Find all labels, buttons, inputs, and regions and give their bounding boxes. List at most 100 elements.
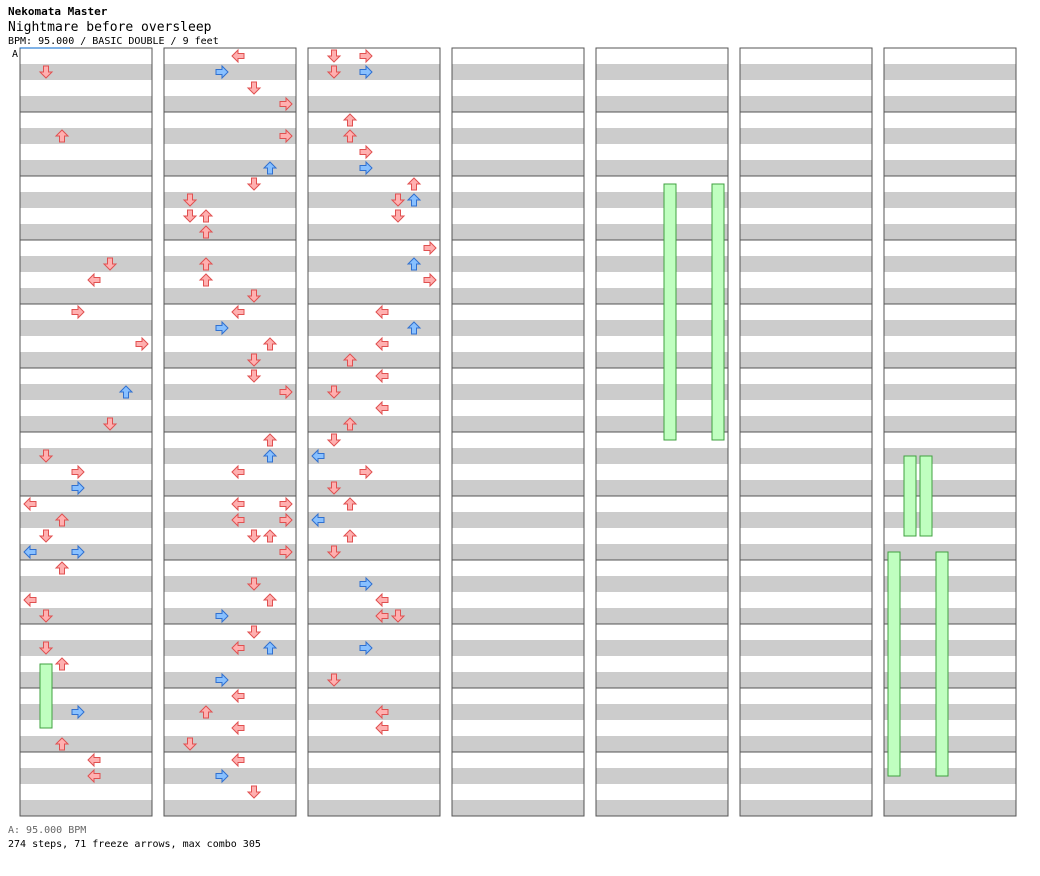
step-arrow-down	[326, 49, 342, 63]
step-arrow-down	[390, 193, 406, 207]
step-arrow-down	[326, 673, 342, 687]
beat-stripe	[308, 128, 440, 144]
beat-stripe	[452, 608, 584, 624]
beat-stripe	[884, 624, 1016, 640]
beat-stripe	[884, 48, 1016, 64]
step-arrow-left	[231, 48, 245, 64]
beat-stripe	[452, 432, 584, 448]
beat-stripe	[308, 544, 440, 560]
beat-stripe	[596, 800, 728, 816]
beat-stripe	[884, 656, 1016, 672]
step-arrow-down	[182, 209, 198, 223]
beat-stripe	[20, 288, 152, 304]
beat-stripe	[308, 720, 440, 736]
step-arrow-left	[375, 304, 389, 320]
step-arrow-up	[118, 385, 134, 399]
beat-stripe	[164, 576, 296, 592]
beat-stripe	[164, 336, 296, 352]
beat-stripe	[308, 464, 440, 480]
beat-stripe	[884, 432, 1016, 448]
beat-stripe	[20, 144, 152, 160]
step-arrow-right	[423, 272, 437, 288]
beat-stripe	[308, 448, 440, 464]
beat-stripe	[452, 240, 584, 256]
beat-stripe	[164, 672, 296, 688]
beat-stripe	[308, 704, 440, 720]
step-arrow-down	[182, 193, 198, 207]
beat-stripe	[308, 320, 440, 336]
step-arrow-up	[406, 321, 422, 335]
beat-stripe	[884, 480, 1016, 496]
beat-stripe	[596, 496, 728, 512]
beat-stripe	[740, 144, 872, 160]
beat-stripe	[20, 592, 152, 608]
step-arrow-down	[38, 449, 54, 463]
beat-stripe	[20, 352, 152, 368]
beat-stripe	[308, 96, 440, 112]
step-arrow-right	[359, 64, 373, 80]
beat-stripe	[164, 608, 296, 624]
beat-stripe	[884, 160, 1016, 176]
beat-stripe	[596, 784, 728, 800]
beat-stripe	[20, 384, 152, 400]
beat-stripe	[884, 736, 1016, 752]
step-arrow-right	[359, 144, 373, 160]
beat-stripe	[452, 592, 584, 608]
beat-stripe	[452, 48, 584, 64]
step-arrow-up	[198, 209, 214, 223]
column-border	[739, 47, 873, 817]
beat-stripe	[740, 640, 872, 656]
beat-stripe	[596, 192, 728, 208]
beat-stripe	[308, 800, 440, 816]
beat-stripe	[164, 704, 296, 720]
beat-stripe	[452, 704, 584, 720]
beat-stripe	[740, 320, 872, 336]
beat-stripe	[596, 272, 728, 288]
beat-stripe	[452, 336, 584, 352]
beat-stripe	[164, 176, 296, 192]
step-arrow-down	[326, 385, 342, 399]
beat-stripe	[740, 448, 872, 464]
beat-stripe	[20, 720, 152, 736]
step-arrow-right	[279, 128, 293, 144]
beat-stripe	[308, 592, 440, 608]
step-arrow-down	[246, 353, 262, 367]
beat-stripe	[740, 112, 872, 128]
beat-stripe	[20, 368, 152, 384]
beat-stripe	[452, 528, 584, 544]
beat-stripe	[20, 128, 152, 144]
beat-stripe	[308, 736, 440, 752]
beat-stripe	[452, 800, 584, 816]
step-arrow-left	[375, 368, 389, 384]
step-arrow-up	[54, 129, 70, 143]
beat-stripe	[164, 688, 296, 704]
beat-stripe	[884, 768, 1016, 784]
beat-stripe	[308, 528, 440, 544]
step-arrow-up	[262, 593, 278, 607]
beat-stripe	[308, 192, 440, 208]
freeze-arrow	[935, 551, 949, 777]
beat-stripe	[164, 736, 296, 752]
beat-stripe	[884, 496, 1016, 512]
beat-stripe	[596, 128, 728, 144]
beat-stripe	[884, 512, 1016, 528]
beat-stripe	[596, 576, 728, 592]
beat-stripe	[308, 288, 440, 304]
step-arrow-right	[359, 640, 373, 656]
chart-info: BPM: 95.000 / BASIC DOUBLE / 9 feet	[8, 36, 219, 47]
beat-stripe	[452, 176, 584, 192]
beat-stripe	[740, 720, 872, 736]
beat-stripe	[884, 368, 1016, 384]
beat-stripe	[164, 496, 296, 512]
beat-stripe	[20, 464, 152, 480]
song-title: Nightmare before oversleep	[8, 20, 212, 35]
beat-stripe	[452, 272, 584, 288]
beat-stripe	[452, 480, 584, 496]
step-arrow-right	[359, 160, 373, 176]
step-arrow-right	[279, 384, 293, 400]
beat-stripe	[20, 192, 152, 208]
beat-stripe	[740, 160, 872, 176]
chart-stats: 274 steps, 71 freeze arrows, max combo 3…	[8, 839, 261, 850]
beat-stripe	[740, 304, 872, 320]
beat-stripe	[884, 176, 1016, 192]
